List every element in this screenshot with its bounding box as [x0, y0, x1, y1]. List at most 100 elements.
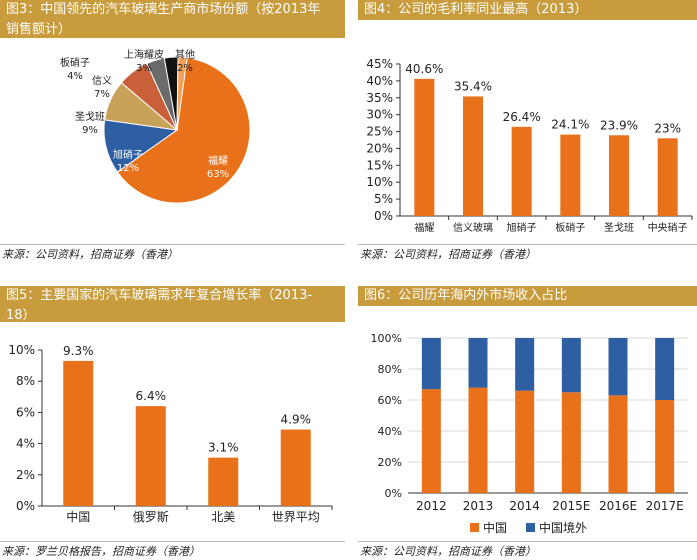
x-tick-label: 板硝子 [555, 221, 585, 234]
bar-value-label: 26.4% [503, 110, 541, 124]
bar-chart: 0% 2% 4% 6% 8% 10% 9.3% 中国 6.4% 俄罗斯 3.1% 北美 4.9% 世界平均 [8, 343, 333, 524]
x-tick-label: 福耀 [414, 221, 434, 234]
y-tick-label: 100% [371, 332, 402, 345]
y-tick-label: 40% [366, 74, 393, 88]
y-tick-label: 4% [16, 437, 35, 451]
slice-label: 其他 [175, 48, 195, 61]
bar-value-label: 6.4% [136, 389, 167, 403]
chart-header-line1: 图3：中国领先的汽车玻璃生产商市场份额（按2013年 [6, 2, 321, 17]
divider [358, 541, 697, 542]
x-tick-label: 2017E [646, 499, 684, 513]
pie-slice [116, 57, 251, 204]
y-tick-label: 15% [366, 158, 393, 172]
pie-slice [176, 56, 188, 131]
panel-revenue-split: 图6：公司历年海内外市场收入占比 0% 20% 40% 60% 80% 100% 2012 2… [358, 286, 697, 560]
y-tick-label: 30% [366, 108, 393, 122]
x-tick-label: 信义玻璃 [453, 221, 493, 234]
chart-source: 来源：公司资料，招商证券（香港） [2, 248, 178, 261]
bar-segment [608, 395, 628, 493]
x-tick-label: 2016E [599, 499, 637, 513]
bar-segment [561, 338, 581, 393]
bar [657, 138, 678, 216]
slice-label: 信义 [92, 75, 112, 87]
divider [358, 244, 697, 245]
bar-segment [421, 338, 441, 390]
y-tick-label: 45% [366, 57, 393, 71]
bar-segment [655, 338, 675, 400]
y-tick-label: 8% [16, 374, 35, 388]
panel-demand-cagr: 图5：主要国家的汽车玻璃需求年复合增长率（2013- 18） 0% 2% 4% 6% 8… [0, 286, 345, 560]
bar-segment [468, 387, 488, 493]
slice-value-label: 3% [136, 63, 152, 74]
slice-value-label: 4% [67, 71, 83, 82]
y-tick-label: 0% [16, 499, 35, 513]
chart-source: 来源：公司资料，招商证券（香港） [360, 545, 536, 558]
bar [560, 134, 581, 216]
bar-segment [421, 389, 441, 493]
x-tick-label: 旭硝子 [507, 221, 537, 234]
chart-source: 来源：罗兰贝格报告，招商证券（香港） [2, 545, 200, 558]
slice-value-label: 2% [177, 63, 193, 74]
x-tick-label: 俄罗斯 [133, 510, 169, 524]
chart-header-text: 图4：公司的毛利率同业最高（2013） [364, 2, 588, 17]
slice-value-label: 9% [82, 125, 98, 136]
y-tick-label: 2% [16, 468, 35, 482]
x-tick-label: 中国 [66, 509, 90, 524]
divider [0, 244, 345, 245]
panel-gross-margin: 图4：公司的毛利率同业最高（2013） 0% 5% 10% 15% 20% 25% 30% 3… [358, 0, 697, 266]
x-tick-label: 2012 [416, 499, 447, 513]
bar-segment [515, 338, 535, 391]
x-tick-label: 圣戈班 [604, 221, 634, 234]
y-tick-label: 0% [385, 487, 402, 500]
x-tick-label: 世界平均 [272, 510, 320, 524]
y-tick-label: 80% [378, 363, 402, 376]
slice-label: 圣戈班 [75, 110, 105, 123]
slice-value-label: 63% [207, 169, 229, 180]
bar-segment [655, 400, 675, 493]
bar [414, 78, 435, 217]
bar [280, 429, 311, 506]
bar [63, 360, 94, 506]
y-tick-label: 20% [366, 141, 393, 155]
y-tick-label: 60% [378, 394, 402, 407]
bar [609, 135, 629, 216]
chart-header: 图6：公司历年海内外市场收入占比 [358, 286, 697, 306]
bar-segment [515, 390, 535, 493]
bar-chart: 0% 5% 10% 15% 20% 25% 30% 35% 40% 45% 40.6% 福耀 35.4%… [366, 57, 693, 234]
bar-value-label: 35.4% [454, 79, 492, 93]
panel-market-share: 图3：中国领先的汽车玻璃生产商市场份额（按2013年 销售额计） 福耀 63% 旭硝… [0, 0, 345, 266]
y-tick-label: 20% [378, 456, 402, 469]
slice-label: 福耀 [208, 154, 228, 167]
bar-value-label: 24.1% [551, 118, 589, 132]
bar [135, 406, 166, 506]
chart-header-line1: 图5：主要国家的汽车玻璃需求年复合增长率（2013- [6, 288, 313, 303]
legend-label: 中国 [483, 520, 507, 535]
slice-label: 旭硝子 [113, 148, 143, 161]
legend-swatch [526, 523, 535, 532]
y-tick-label: 0% [374, 209, 393, 223]
bar-value-label: 3.1% [208, 441, 239, 455]
slice-value-label: 12% [117, 163, 139, 174]
bar-value-label: 9.3% [63, 344, 94, 358]
x-tick-label: 2015E [552, 499, 590, 513]
pie-chart: 福耀 63% 旭硝子 12% 圣戈班 9% 信义 7% 板硝子 4% 上海耀皮 3% 其他 2% [60, 48, 251, 204]
chart-header-line2: 销售额计） [6, 22, 72, 37]
bar-segment [561, 392, 581, 493]
slice-label: 板硝子 [60, 56, 90, 69]
y-tick-label: 5% [374, 192, 393, 206]
divider [0, 541, 345, 542]
bar-value-label: 40.6% [405, 62, 443, 76]
y-tick-label: 40% [378, 425, 402, 438]
bar [208, 457, 239, 506]
chart-source: 来源：公司资料，招商证券（香港） [360, 248, 536, 261]
bar-segment [608, 338, 628, 396]
bar [463, 96, 483, 216]
chart-header-line2: 18） [6, 308, 36, 323]
stacked-bar-chart: 0% 20% 40% 60% 80% 100% 2012 2013 2014 2015E 2016E… [371, 332, 688, 535]
y-tick-label: 25% [366, 125, 393, 139]
y-tick-label: 6% [16, 405, 35, 419]
bar-value-label: 4.9% [281, 413, 312, 427]
x-tick-label: 2013 [463, 499, 494, 513]
slice-value-label: 7% [94, 89, 110, 100]
bar-value-label: 23% [654, 121, 681, 135]
